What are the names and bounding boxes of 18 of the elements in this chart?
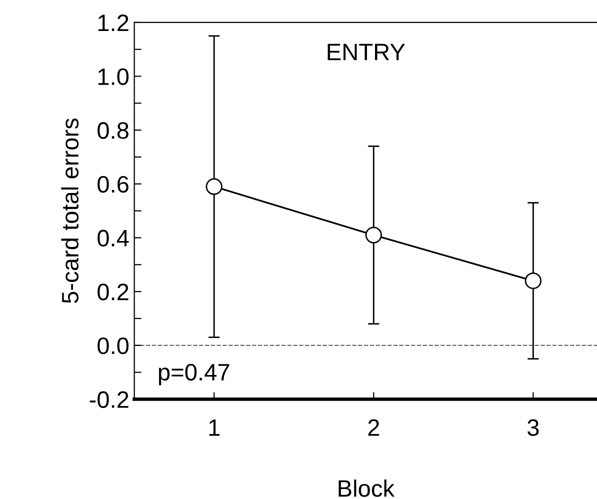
- y-tick-label: 0.6: [98, 176, 128, 193]
- x-tick-label: 3: [528, 419, 539, 436]
- annotation: p=0.47: [158, 364, 230, 386]
- point: [524, 272, 542, 290]
- y-tick-label: 0.4: [98, 230, 129, 247]
- y-tick-label: 1.2: [98, 14, 128, 32]
- x-tick-label: 2: [368, 419, 380, 436]
- annotation: ENTRY: [328, 44, 405, 60]
- y-axis-title: 5-card total errors: [61, 118, 79, 304]
- point: [365, 226, 382, 244]
- x-tick-label: 1: [209, 420, 220, 436]
- point: [206, 178, 222, 195]
- y-tick-label: 0.0: [98, 337, 129, 354]
- y-tick-label: 0.2: [98, 284, 128, 300]
- y-tick-label: -0.2: [90, 391, 128, 408]
- x-axis-title: Block: [338, 480, 395, 497]
- y-tick-label: 0.8: [98, 122, 128, 139]
- y-tick-label: 1.0: [98, 68, 129, 86]
